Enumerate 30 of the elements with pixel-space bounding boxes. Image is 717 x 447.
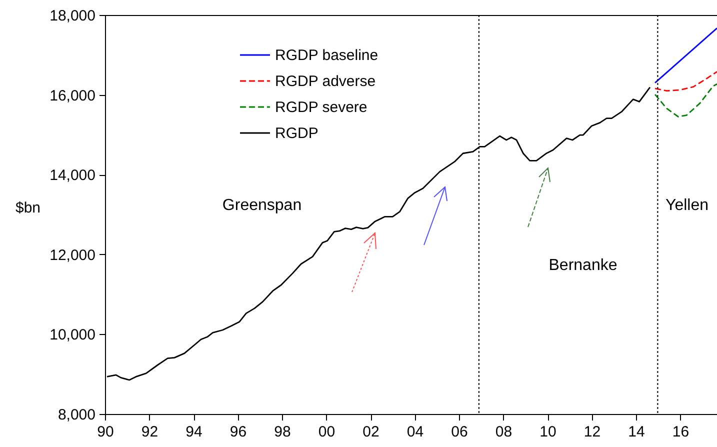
y-tick-label: 8,000 — [58, 406, 96, 424]
y-axis-title: $bn — [16, 200, 41, 216]
x-tick-label: 02 — [362, 424, 380, 440]
x-tick-label: 96 — [230, 424, 247, 440]
legend-label: RGDP — [275, 125, 318, 142]
x-tick-label: 00 — [318, 424, 336, 440]
x-tick-label: 94 — [186, 424, 202, 440]
x-tick-label: 08 — [495, 424, 512, 440]
y-tick-label: 12,000 — [50, 246, 96, 264]
annotation: Greenspan — [222, 197, 302, 214]
y-tick-label: 18,000 — [50, 8, 96, 24]
y-tick-label: 14,000 — [50, 167, 96, 184]
x-tick-label: 12 — [584, 424, 601, 440]
legend-label: RGDP baseline — [275, 47, 378, 64]
x-tick-label: 16 — [672, 424, 690, 440]
x-tick-label: 06 — [451, 424, 468, 440]
y-tick-label: 10,000 — [50, 326, 96, 344]
x-tick-label: 92 — [141, 424, 158, 440]
y-tick-label: 16,000 — [50, 87, 96, 104]
line-series — [654, 70, 717, 92]
legend-label: RGDP adverse — [275, 73, 376, 90]
x-tick-label: 10 — [540, 424, 556, 440]
annotation: Bernanke — [548, 257, 618, 274]
legend-label: RGDP severe — [275, 99, 368, 116]
x-tick-label: 90 — [97, 424, 114, 440]
annotation: Yellen — [665, 197, 709, 214]
line-series — [654, 83, 717, 118]
x-tick-label: 04 — [406, 424, 424, 440]
x-tick-label: 98 — [274, 424, 291, 440]
x-tick-label: 14 — [628, 424, 645, 440]
